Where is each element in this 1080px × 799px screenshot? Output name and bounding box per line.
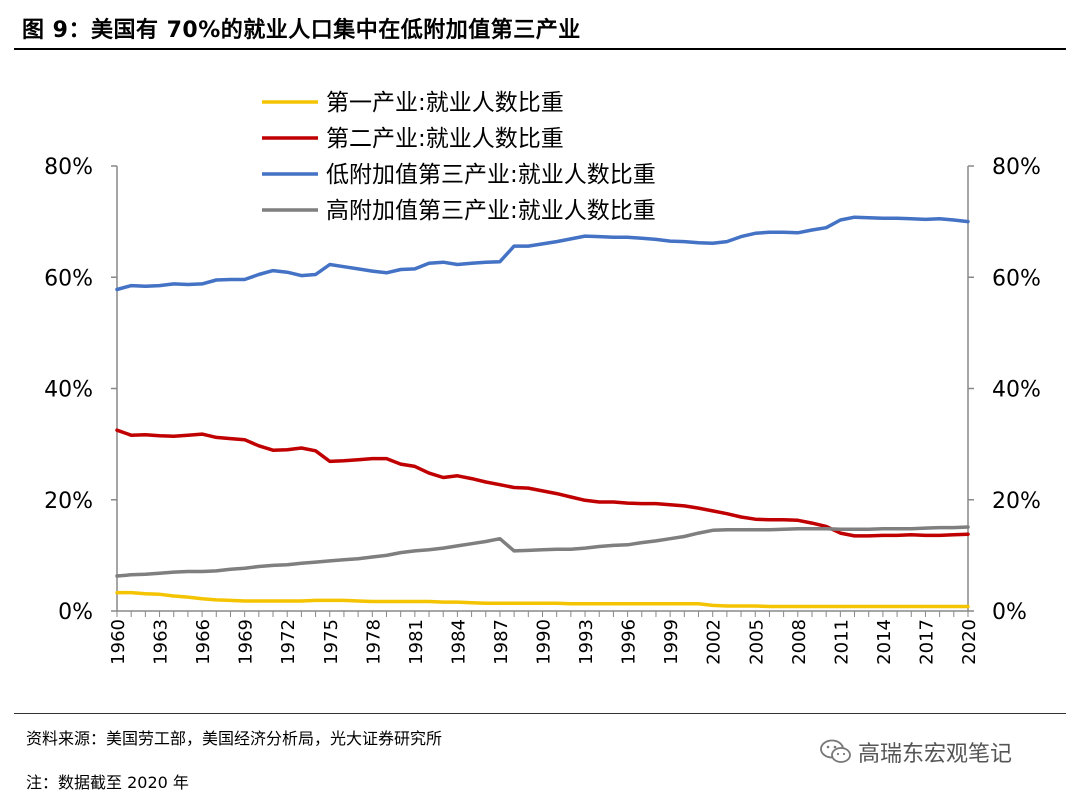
- y2-tick-label: 60%: [992, 266, 1041, 291]
- x-tick-label: 1987: [491, 619, 512, 665]
- y-tick-label: 60%: [44, 266, 93, 291]
- series-line-4: [115, 525, 970, 578]
- line-chart: 0% 0% 20% 20% 40% 40% 60% 60% 80% 80% 1960 1963 1966…: [44, 90, 1041, 665]
- source-note: 资料来源：美国劳工部，美国经济分析局，光大证券研究所: [26, 729, 443, 748]
- y-tick-label: 20%: [44, 489, 93, 514]
- chart-title: 图 9：美国有 70%的就业人口集中在低附加值第三产业: [22, 18, 581, 43]
- series-line-2: [115, 428, 970, 538]
- legend-label: 第二产业:就业人数比重: [326, 126, 564, 152]
- legend-label: 第一产业:就业人数比重: [326, 90, 564, 116]
- x-tick-label: 1960: [108, 619, 129, 665]
- wechat-icon: [820, 739, 851, 763]
- y2-tick-label: 80%: [992, 155, 1041, 180]
- x-tick-label: 1981: [406, 619, 427, 665]
- watermark: 高瑞东宏观笔记: [820, 736, 1012, 768]
- x-tick-label: 2011: [831, 619, 852, 665]
- data-note: 注：数据截至 2020 年: [26, 773, 189, 792]
- y2-tick-label: 0%: [992, 600, 1027, 625]
- legend-label: 低附加值第三产业:就业人数比重: [326, 162, 656, 188]
- y-tick-label: 80%: [44, 155, 93, 180]
- x-tick-label: 2017: [916, 619, 937, 665]
- chart-axes: 0% 0% 20% 20% 40% 40% 60% 60% 80% 80% 1960 1963 1966…: [44, 155, 1041, 665]
- title-divider: [14, 48, 1066, 50]
- x-tick-label: 1993: [576, 619, 597, 665]
- x-tick-label: 1999: [661, 619, 682, 665]
- x-tick-label: 1975: [321, 619, 342, 665]
- series-line-1: [115, 590, 970, 609]
- x-tick-label: 1969: [236, 619, 257, 665]
- footer-divider: [14, 713, 1066, 714]
- chart-legend: 第一产业:就业人数比重第二产业:就业人数比重低附加值第三产业:就业人数比重高附加…: [262, 90, 656, 224]
- x-tick-label: 1972: [278, 619, 299, 665]
- y2-tick-label: 20%: [992, 489, 1041, 514]
- x-tick-label: 1978: [363, 619, 384, 665]
- series-line-3: [115, 215, 970, 292]
- legend-label: 高附加值第三产业:就业人数比重: [326, 198, 656, 224]
- chart-series: [115, 215, 970, 609]
- x-tick-label: 1996: [619, 619, 640, 665]
- x-tick-label: 2014: [874, 619, 895, 665]
- x-tick-label: 2008: [789, 619, 810, 665]
- x-tick-label: 1990: [534, 619, 555, 665]
- y2-tick-label: 40%: [992, 378, 1041, 403]
- x-tick-label: 2020: [959, 619, 980, 665]
- y-tick-label: 40%: [44, 378, 93, 403]
- x-tick-label: 1984: [448, 619, 469, 665]
- x-tick-label: 2002: [704, 619, 725, 665]
- x-tick-label: 2005: [746, 619, 767, 665]
- y-tick-label: 0%: [58, 600, 93, 625]
- x-tick-label: 1966: [193, 619, 214, 665]
- x-tick-label: 1963: [151, 619, 172, 665]
- watermark-text: 高瑞东宏观笔记: [858, 742, 1013, 767]
